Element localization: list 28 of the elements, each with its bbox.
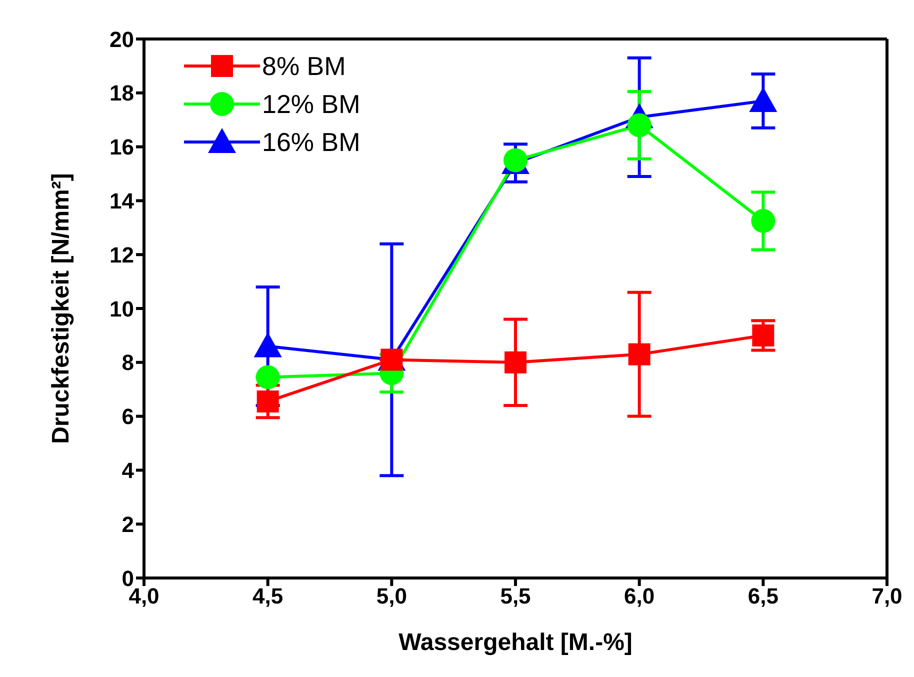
y-tick-label: 16 — [110, 134, 134, 160]
y-tick-label: 12 — [110, 242, 134, 268]
legend-label: 8% BM — [262, 51, 346, 81]
x-tick-label: 7,0 — [872, 584, 902, 609]
x-tick-label: 4,5 — [252, 584, 284, 609]
y-axis-title: Druckfestigkeit [N/mm²] — [48, 173, 75, 444]
y-tick-label: 8 — [122, 350, 134, 376]
y-tick-label: 18 — [110, 80, 134, 106]
legend-label: 12% BM — [262, 89, 360, 119]
y-tick-label: 20 — [110, 26, 134, 52]
point — [256, 390, 279, 412]
y-tick-label: 14 — [110, 188, 135, 214]
y-tick-label: 6 — [122, 404, 134, 430]
y-tick-label: 10 — [110, 296, 134, 322]
point — [752, 324, 774, 346]
point — [504, 351, 526, 374]
point — [628, 343, 650, 366]
legend-label: 16% BM — [262, 127, 360, 157]
point — [256, 365, 280, 390]
x-tick-label: 6,0 — [624, 584, 655, 609]
x-axis-title: Wassergehalt [M.-%] — [398, 629, 632, 656]
x-tick-label: 6,5 — [748, 584, 778, 609]
point — [751, 208, 776, 233]
y-tick-label: 4 — [122, 458, 135, 484]
y-tick-label: 0 — [122, 566, 134, 591]
x-tick-label: 5,0 — [376, 584, 407, 609]
x-tick-label: 5,5 — [500, 584, 531, 609]
y-tick-label: 2 — [122, 512, 134, 537]
